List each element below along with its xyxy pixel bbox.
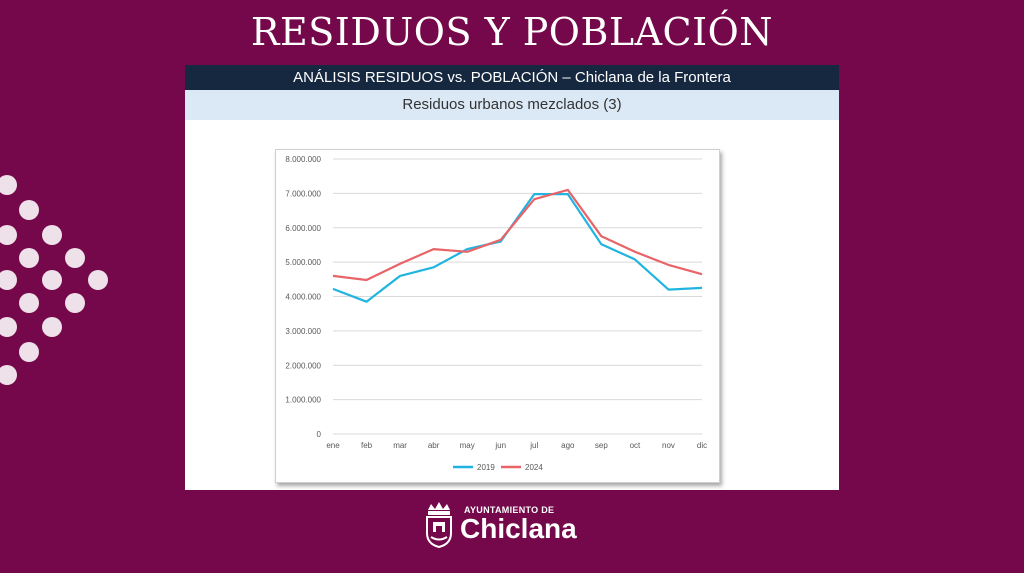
legend-label: 2024 xyxy=(525,463,543,472)
x-tick-label: sep xyxy=(595,441,608,450)
decorative-dot xyxy=(0,365,17,385)
slide-title: RESIDUOS Y POBLACIÓN xyxy=(250,10,774,54)
decorative-dot xyxy=(65,248,85,268)
chart-container: 0 1.000.000 2.000.000 3.000.000 4.000.000 5.0… xyxy=(275,149,720,483)
x-tick-label: dic xyxy=(697,441,707,450)
y-tick-label: 2.000.000 xyxy=(285,361,321,370)
x-tick-label: feb xyxy=(361,441,373,450)
decorative-dot xyxy=(65,293,85,313)
panel-subtitle: Residuos urbanos mezclados (3) xyxy=(185,90,839,120)
decorative-dot xyxy=(19,200,39,220)
decorative-dot xyxy=(42,225,62,245)
y-tick-label: 6.000.000 xyxy=(285,224,321,233)
decorative-dot xyxy=(19,248,39,268)
logo-line2: Chiclana xyxy=(460,513,577,544)
y-tick-label: 3.000.000 xyxy=(285,327,321,336)
y-tick-label: 7.000.000 xyxy=(285,189,321,198)
decorative-dot xyxy=(0,175,17,195)
decorative-dots xyxy=(0,170,120,390)
panel-header: ANÁLISIS RESIDUOS vs. POBLACIÓN – Chicla… xyxy=(185,65,839,90)
x-tick-label: oct xyxy=(630,441,641,450)
legend-label: 2019 xyxy=(477,463,495,472)
logo-line1: AYUNTAMIENTO DE xyxy=(464,505,555,515)
x-tick-label: ene xyxy=(326,441,340,450)
decorative-dot xyxy=(42,270,62,290)
decorative-dot xyxy=(0,225,17,245)
series-line-2024 xyxy=(332,188,703,282)
x-tick-label: mar xyxy=(393,441,407,450)
analysis-panel: ANÁLISIS RESIDUOS vs. POBLACIÓN – Chicla… xyxy=(185,65,839,490)
crest-icon xyxy=(426,502,452,548)
x-tick-label: abr xyxy=(428,441,440,450)
x-tick-label: nov xyxy=(662,441,675,450)
decorative-dot xyxy=(0,317,17,337)
decorative-dot xyxy=(42,317,62,337)
decorative-dot xyxy=(0,270,17,290)
series-line-2019 xyxy=(332,192,703,303)
line-chart: 0 1.000.000 2.000.000 3.000.000 4.000.000 5.0… xyxy=(285,155,707,472)
y-tick-label: 0 xyxy=(317,430,322,439)
decorative-dot xyxy=(19,342,39,362)
x-tick-label: jun xyxy=(494,441,506,450)
decorative-dot xyxy=(88,270,108,290)
decorative-dot xyxy=(19,293,39,313)
y-tick-label: 1.000.000 xyxy=(285,396,321,405)
x-tick-label: may xyxy=(460,441,475,450)
ayuntamiento-logo: AYUNTAMIENTO DE Chiclana xyxy=(420,498,590,552)
y-tick-label: 4.000.000 xyxy=(285,293,321,302)
x-tick-label: ago xyxy=(561,441,575,450)
x-tick-label: jul xyxy=(529,441,538,450)
y-tick-label: 8.000.000 xyxy=(285,155,321,164)
y-tick-label: 5.000.000 xyxy=(285,258,321,267)
